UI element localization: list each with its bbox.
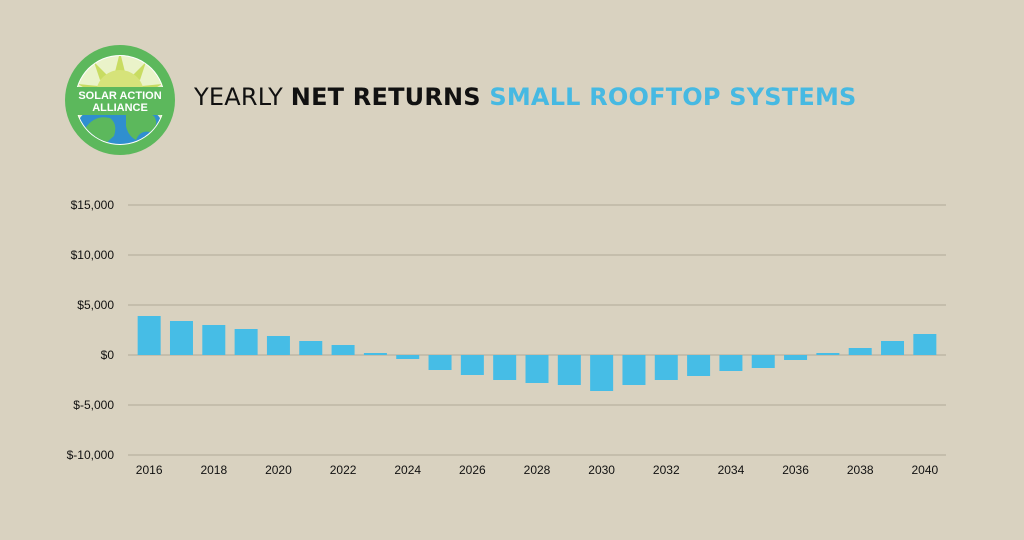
x-tick-label: 2022 xyxy=(330,463,357,477)
logo-text-line1: SOLAR ACTION xyxy=(78,90,161,102)
y-tick-label: $5,000 xyxy=(77,298,114,312)
bar-2029 xyxy=(557,355,581,385)
x-tick-label: 2018 xyxy=(200,463,227,477)
y-tick-label: $10,000 xyxy=(71,248,115,262)
bar-2021 xyxy=(299,341,323,355)
bar-2028 xyxy=(525,355,549,383)
bar-2040 xyxy=(913,334,937,355)
x-tick-label: 2016 xyxy=(136,463,163,477)
bar-2036 xyxy=(784,355,808,360)
y-tick-label: $-5,000 xyxy=(73,398,114,412)
logo-text-line2: ALLIANCE xyxy=(92,102,148,114)
y-tick-label: $15,000 xyxy=(71,198,115,212)
bar-2033 xyxy=(687,355,711,376)
bar-2038 xyxy=(848,348,872,355)
x-tick-label: 2040 xyxy=(911,463,938,477)
bar-2016 xyxy=(137,316,161,355)
x-tick-label: 2028 xyxy=(524,463,551,477)
x-tick-label: 2034 xyxy=(718,463,745,477)
bar-2032 xyxy=(654,355,678,380)
x-axis-labels: 2016 2018 2020 2022 2024 2026 2028 2030 2032 2034… xyxy=(136,463,939,477)
gridlines xyxy=(128,204,946,456)
bar-2020 xyxy=(266,336,290,355)
bar-2025 xyxy=(428,355,452,370)
bar-2026 xyxy=(460,355,484,375)
bar-2017 xyxy=(169,321,193,355)
bar-2027 xyxy=(493,355,517,380)
bar-2023 xyxy=(363,353,387,355)
bar-2035 xyxy=(751,355,775,368)
x-tick-label: 2032 xyxy=(653,463,680,477)
y-tick-label: $-10,000 xyxy=(67,448,115,462)
bar-2022 xyxy=(331,345,355,355)
bar-2037 xyxy=(816,353,840,355)
y-tick-label: $0 xyxy=(101,348,115,362)
x-tick-label: 2036 xyxy=(782,463,809,477)
title-part-yearly: YEARLY xyxy=(194,83,291,111)
bar-2030 xyxy=(590,355,614,391)
y-axis-labels: $15,000 $10,000 $5,000 $0 $-5,000 $-10,000 xyxy=(67,198,115,462)
title-part-small-rooftop: SMALL ROOFTOP SYSTEMS xyxy=(480,83,857,111)
x-tick-label: 2026 xyxy=(459,463,486,477)
bar-2019 xyxy=(234,329,258,355)
solar-action-alliance-logo: SOLAR ACTION ALLIANCE xyxy=(65,45,175,155)
x-tick-label: 2024 xyxy=(394,463,421,477)
bars xyxy=(137,316,937,391)
title-part-net-returns: NET RETURNS xyxy=(290,83,481,111)
x-tick-label: 2030 xyxy=(588,463,615,477)
bar-2039 xyxy=(881,341,905,355)
bar-2031 xyxy=(622,355,646,385)
bar-2034 xyxy=(719,355,743,371)
x-tick-label: 2020 xyxy=(265,463,292,477)
chart-title: YEARLY NET RETURNS SMALL ROOFTOP SYSTEMS xyxy=(194,83,857,111)
x-tick-label: 2038 xyxy=(847,463,874,477)
bar-2018 xyxy=(202,325,226,355)
bar-2024 xyxy=(396,355,420,359)
